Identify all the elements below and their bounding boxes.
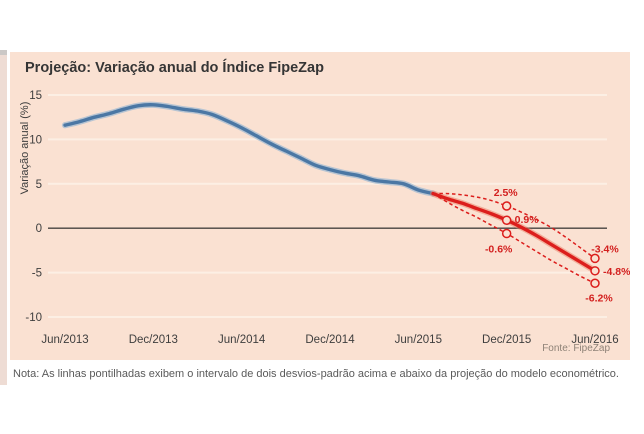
svg-text:Dec/2015: Dec/2015 xyxy=(482,334,531,346)
svg-text:-3.4%: -3.4% xyxy=(591,243,619,255)
svg-text:Dec/2014: Dec/2014 xyxy=(305,334,355,346)
svg-text:-4.8%: -4.8% xyxy=(603,266,630,278)
footnote: Nota: As linhas pontilhadas exibem o int… xyxy=(13,368,619,380)
svg-text:Jun/2013: Jun/2013 xyxy=(41,334,88,346)
svg-text:Jun/2016: Jun/2016 xyxy=(571,334,618,346)
svg-text:-6.2%: -6.2% xyxy=(585,292,613,304)
chart-title: Projeção: Variação anual do Índice FipeZ… xyxy=(25,60,324,76)
page-edge-artifact xyxy=(0,50,7,385)
svg-text:Dec/2013: Dec/2013 xyxy=(129,334,178,346)
svg-text:-10: -10 xyxy=(25,312,42,324)
fipezap-chart-panel: Projeção: Variação anual do Índice FipeZ… xyxy=(10,52,630,360)
svg-text:5: 5 xyxy=(36,179,42,191)
projection-markers xyxy=(501,201,600,289)
svg-text:Jun/2014: Jun/2014 xyxy=(218,334,266,346)
svg-text:0: 0 xyxy=(36,223,42,235)
svg-text:2.5%: 2.5% xyxy=(494,187,519,199)
series-lines xyxy=(61,101,599,284)
y-tick-labels: 15 10 5 0 -5 -10 xyxy=(25,90,42,324)
projection-value-labels: 2.5% 0.9% -0.6% -3.4% -4.8% -6.2% xyxy=(485,187,630,304)
svg-text:10: 10 xyxy=(29,134,42,146)
source-credit: Fonte: FipeZap xyxy=(542,343,610,354)
svg-text:Jun/2015: Jun/2015 xyxy=(395,334,442,346)
svg-text:-0.6%: -0.6% xyxy=(485,244,513,256)
svg-text:15: 15 xyxy=(29,90,42,102)
chart-canvas: 15 10 5 0 -5 -10 Jun/2013 Dec/2013 Jun/2014 Dec/… xyxy=(25,90,630,346)
svg-text:0.9%: 0.9% xyxy=(515,214,540,226)
gridlines xyxy=(48,94,607,318)
svg-text:-5: -5 xyxy=(32,268,42,280)
x-tick-labels: Jun/2013 Dec/2013 Jun/2014 Dec/2014 Jun/2015… xyxy=(41,334,618,346)
